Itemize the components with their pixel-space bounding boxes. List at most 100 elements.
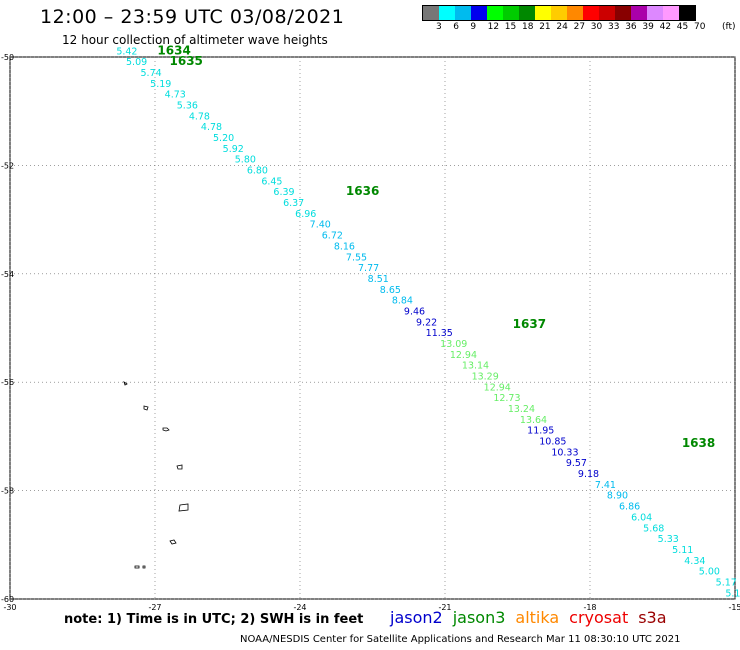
colorbar-swatch-13 [631, 6, 647, 20]
colorbar-swatch-2 [455, 6, 471, 20]
wave-height-label: 5.68 [643, 523, 664, 534]
lon-tick-label: -27 [148, 603, 161, 610]
satellite-altika: altika [515, 608, 560, 627]
wave-height-label: 9.46 [404, 306, 425, 317]
map-title: 12:00 – 23:59 UTC 03/08/2021 [40, 6, 345, 28]
lat-tick-label: -50 [1, 53, 14, 62]
lon-tick-label: -15 [728, 603, 740, 610]
colorbar-tick-label: 6 [453, 22, 459, 32]
colorbar-tick-label: 45 [676, 22, 689, 32]
satellite-jason2: jason2 [390, 608, 443, 627]
wave-height-label: 6.72 [322, 231, 343, 242]
colorbar-swatch-0 [423, 6, 439, 20]
wave-height-label: 12.94 [450, 350, 477, 361]
wave-height-label: 6.37 [283, 198, 304, 209]
satellite-s3a: s3a [638, 608, 667, 627]
wave-height-label: 4.78 [201, 122, 222, 133]
wave-height-label: 8.16 [334, 241, 355, 252]
colorbar-tick-label: 18 [522, 22, 534, 32]
altimeter-observations: 5.425.095.745.194.735.364.784.785.205.92… [116, 46, 740, 599]
colorbar-swatch-11 [599, 6, 615, 20]
lat-tick-label: -58 [1, 487, 14, 496]
colorbar-swatch-8 [551, 6, 567, 20]
satellite-legend: jason2 jason3 altika cryosat s3a [390, 608, 677, 627]
wave-height-label: 6.96 [295, 209, 316, 220]
wave-height-label: 12.94 [484, 382, 511, 393]
wave-height-label: 7.40 [310, 220, 331, 231]
pass-number-label: 1636 [346, 184, 379, 198]
wave-height-map: -50 -52 -54 -56 -58 -60-30 -27 -24 -21 -18 -15 5.4… [1, 43, 740, 610]
wave-height-label: 6.39 [273, 187, 294, 198]
map-frame [9, 56, 736, 600]
colorbar-swatch-6 [519, 6, 535, 20]
wave-height-label: 5.42 [116, 46, 137, 57]
wave-height-label: 4.73 [165, 90, 186, 101]
wave-height-label: 9.57 [566, 458, 587, 469]
wave-height-label: 7.41 [595, 480, 616, 491]
lat-tick-label: -54 [1, 270, 14, 279]
colorbar-tick-label: 42 [659, 22, 672, 32]
wave-height-label: 6.04 [631, 512, 652, 523]
colorbar-unit: (ft) [722, 22, 736, 32]
wave-height-label: 11.95 [527, 426, 554, 437]
wave-height-label: 5.1 [725, 588, 740, 599]
wave-height-label: 11.35 [426, 328, 453, 339]
wave-height-label: 12.73 [493, 393, 520, 404]
colorbar-ticks: 3 6 9 12 15 18 21 24 27 30 33 36 39 42 45 70 (ft) [422, 22, 740, 34]
wave-height-label: 5.20 [213, 133, 234, 144]
lat-tick-label: -52 [1, 161, 14, 170]
units-note: note: 1) Time is in UTC; 2) SWH is in fe… [64, 612, 364, 627]
colorbar-tick-label: 36 [625, 22, 637, 32]
colorbar-tick-label: 33 [608, 22, 620, 32]
wave-height-label: 13.29 [472, 371, 499, 382]
wave-height-label: 6.45 [261, 176, 282, 187]
wave-height-label: 5.00 [699, 567, 720, 578]
colorbar-swatch-7 [535, 6, 551, 20]
wave-height-label: 7.55 [346, 252, 367, 263]
wave-height-label: 13.64 [520, 415, 547, 426]
pass-number-label: 1637 [513, 317, 546, 331]
pass-number-label: 1638 [682, 436, 715, 450]
colorbar-tick-label: 27 [573, 22, 586, 32]
wave-height-label: 5.17 [716, 577, 737, 588]
colorbar-tick-label: 30 [590, 22, 603, 32]
wave-height-label: 8.90 [607, 491, 628, 502]
wave-height-label: 13.14 [462, 361, 489, 372]
colorbar-swatch-12 [615, 6, 631, 20]
wave-height-label: 13.24 [508, 404, 535, 415]
wave-height-label: 5.74 [141, 68, 162, 79]
wave-height-label: 6.80 [247, 166, 268, 177]
colorbar-tick-label: 21 [539, 22, 551, 32]
lon-tick-label: -21 [438, 603, 451, 610]
pass-number-label: 1634 [157, 43, 190, 57]
wave-height-label: 5.19 [150, 79, 171, 90]
wave-height-label: 4.34 [684, 556, 705, 567]
wave-height-label: 6.86 [619, 502, 640, 513]
map-grid [9, 56, 736, 600]
colorbar-swatch-5 [503, 6, 519, 20]
pass-number-label: 1635 [170, 54, 203, 68]
lon-tick-label: -30 [3, 603, 16, 610]
lat-tick-label: -56 [1, 378, 14, 387]
colorbar-tick-label: 39 [642, 22, 654, 32]
colorbar-swatch-10 [583, 6, 599, 20]
wave-height-label: 9.18 [578, 469, 599, 480]
wave-height-label: 4.78 [189, 111, 210, 122]
colorbar-swatch-1 [439, 6, 455, 20]
colorbar-swatch-16 [679, 6, 695, 20]
wave-height-label: 5.80 [235, 155, 256, 166]
colorbar-legend [422, 5, 696, 21]
colorbar-swatch-15 [663, 6, 679, 20]
colorbar-tick-label: 12 [487, 22, 500, 32]
colorbar-tick-label: 24 [556, 22, 568, 32]
lon-tick-label: -18 [583, 603, 596, 610]
wave-height-label: 10.33 [551, 447, 578, 458]
wave-height-label: 5.36 [177, 100, 198, 111]
wave-height-label: 8.84 [392, 296, 413, 307]
wave-height-label: 5.11 [672, 545, 693, 556]
wave-height-label: 5.33 [658, 534, 679, 545]
wave-height-label: 5.09 [126, 57, 147, 68]
colorbar-tick-label: 15 [504, 22, 517, 32]
satellite-cryosat: cryosat [569, 608, 629, 627]
